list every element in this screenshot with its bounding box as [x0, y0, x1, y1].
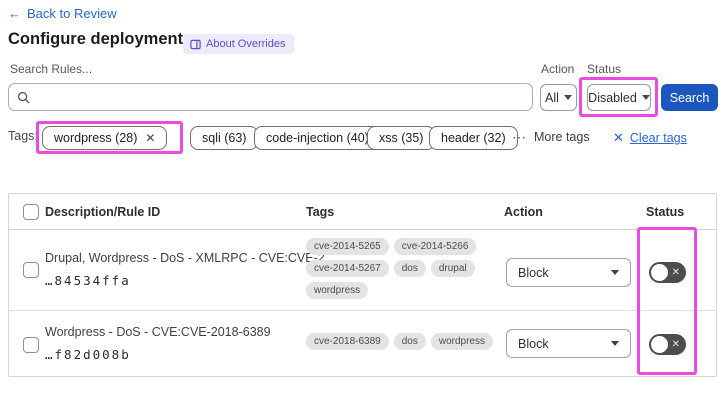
rule-tag: cve-2018-6389	[306, 333, 389, 350]
tag-pill-sqli[interactable]: sqli (63)	[190, 126, 259, 150]
action-select-dropdown[interactable]: Block	[506, 329, 631, 358]
chevron-down-icon	[563, 95, 572, 100]
tag-pill-label: xss (35)	[379, 131, 424, 145]
back-to-review-link[interactable]: ← Back to Review	[8, 6, 117, 21]
toggle-x-icon: ✕	[671, 338, 680, 350]
rule-tags: cve-2018-6389 dos wordpress	[306, 333, 506, 350]
chevron-down-icon	[611, 270, 619, 275]
search-button[interactable]: Search	[661, 84, 718, 111]
rule-id: …f82d008b	[45, 347, 131, 362]
search-rules-input[interactable]	[36, 89, 524, 105]
back-link-label: Back to Review	[27, 6, 117, 21]
status-filter-dropdown[interactable]: Disabled	[587, 84, 651, 111]
select-all-checkbox[interactable]	[23, 204, 39, 220]
toggle-x-icon: ✕	[671, 266, 680, 278]
book-icon	[190, 39, 201, 50]
status-toggle-off[interactable]: ✕	[649, 334, 686, 355]
search-rules-label: Search Rules...	[10, 62, 93, 76]
action-select-dropdown[interactable]: Block	[506, 258, 631, 287]
ellipsis-icon: ⋯	[512, 128, 527, 145]
rule-id: …84534ffa	[45, 273, 131, 288]
more-tags-button[interactable]: ⋯ More tags	[512, 128, 590, 145]
table-header-row: Description/Rule ID Tags Action Status	[9, 194, 716, 230]
rule-tag: dos	[393, 333, 426, 350]
table-row: Drupal, Wordpress - DoS - XMLRPC - CVE:C…	[9, 230, 716, 311]
column-header-tags: Tags	[306, 205, 335, 219]
more-tags-label: More tags	[534, 130, 590, 144]
column-header-action: Action	[504, 205, 543, 219]
toggle-knob	[651, 336, 668, 353]
rule-tag: drupal	[430, 260, 475, 277]
rule-tag: dos	[393, 260, 426, 277]
tag-pill-wordpress-selected[interactable]: wordpress (28) ✕	[42, 126, 168, 150]
rule-description: Drupal, Wordpress - DoS - XMLRPC - CVE:C…	[45, 251, 336, 265]
tag-pill-xss[interactable]: xss (35)	[367, 126, 436, 150]
tag-pill-code-injection[interactable]: code-injection (40)	[254, 126, 381, 150]
action-filter-dropdown[interactable]: All	[540, 84, 577, 111]
tag-pill-label: code-injection (40)	[266, 131, 369, 145]
rule-description: Wordpress - DoS - CVE:CVE-2018-6389	[45, 325, 271, 339]
rule-tags: cve-2014-5265 cve-2014-5266 cve-2014-526…	[306, 238, 506, 299]
row-checkbox[interactable]	[23, 337, 39, 353]
tag-pill-label: sqli (63)	[202, 131, 247, 145]
chevron-down-icon	[611, 341, 619, 346]
chevron-down-icon	[641, 95, 650, 100]
clear-tags-label: Clear tags	[629, 131, 687, 145]
tag-pill-label: wordpress (28)	[54, 131, 138, 145]
action-filter-value: All	[545, 90, 559, 105]
column-header-status: Status	[646, 205, 685, 219]
action-select-value: Block	[518, 265, 549, 280]
rule-tag: wordpress	[430, 333, 493, 350]
column-header-description: Description/Rule ID	[45, 205, 161, 219]
tag-pill-label: header (32)	[441, 131, 506, 145]
action-filter-label: Action	[541, 62, 575, 76]
search-rules-input-container	[8, 83, 533, 111]
back-arrow-icon: ←	[8, 6, 21, 21]
action-select-value: Block	[518, 336, 549, 351]
about-overrides-label: About Overrides	[206, 38, 286, 50]
table-row: Wordpress - DoS - CVE:CVE-2018-6389 …f82…	[9, 311, 716, 376]
search-icon	[17, 91, 30, 104]
rule-tag: wordpress	[306, 282, 369, 299]
row-checkbox[interactable]	[23, 262, 39, 278]
remove-tag-icon[interactable]: ✕	[145, 131, 156, 145]
status-filter-value: Disabled	[588, 90, 637, 105]
rules-table: Description/Rule ID Tags Action Status D…	[8, 193, 717, 377]
tags-bar-label: Tags:	[8, 129, 38, 143]
tag-pill-header[interactable]: header (32)	[429, 126, 518, 150]
clear-tags-link[interactable]: ✕ Clear tags	[613, 130, 687, 146]
about-overrides-badge[interactable]: About Overrides	[183, 34, 295, 54]
rule-tag: cve-2014-5266	[393, 238, 477, 255]
status-toggle-off[interactable]: ✕	[649, 262, 686, 283]
toggle-knob	[651, 264, 668, 281]
clear-x-icon: ✕	[613, 130, 624, 145]
status-filter-label: Status	[587, 62, 622, 76]
page-title: Configure deployment	[8, 30, 184, 48]
rule-tag: cve-2014-5267	[306, 260, 389, 277]
rule-tag: cve-2014-5265	[306, 238, 389, 255]
